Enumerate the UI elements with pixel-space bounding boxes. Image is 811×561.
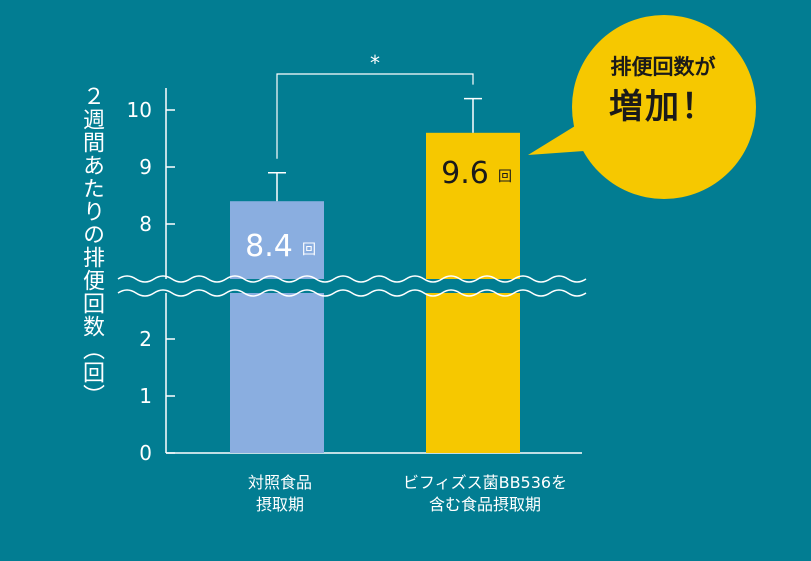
data-label-unit-0: 回 — [302, 242, 316, 258]
bar-0 — [230, 201, 324, 453]
x-category-control-line2: 摂取期 — [255, 495, 304, 514]
data-label-unit-1: 回 — [498, 169, 512, 185]
data-label-1: 9.6 — [441, 156, 489, 191]
y-tick-label: 8 — [139, 212, 152, 236]
axis-break-wave-bottom — [117, 289, 587, 297]
axis-break-band — [118, 279, 566, 293]
significance-bracket — [276, 73, 474, 159]
callout-bubble — [528, 15, 756, 199]
callout-line2: 増加！ — [609, 87, 717, 127]
x-category-bb536: ビフィズス菌BB536を 含む食品摂取期 — [355, 472, 615, 516]
x-category-control-line1: 対照食品 — [247, 473, 312, 492]
data-label-0: 8.4 — [245, 229, 293, 264]
chart-data-labels: 8.4 回 9.6 回 — [245, 156, 512, 264]
callout-line1: 排便回数が — [610, 55, 716, 79]
callout-circle — [572, 15, 756, 199]
significance-marker: * — [370, 51, 380, 75]
y-tick-label: 10 — [127, 98, 152, 122]
y-tick-label: 1 — [139, 384, 152, 408]
axis-break — [117, 275, 587, 297]
callout-text: 排便回数が 増加！ — [578, 52, 748, 132]
axis-break-wave-top — [117, 275, 587, 283]
x-category-control: 対照食品 摂取期 — [190, 472, 370, 516]
callout-pointer — [528, 118, 598, 155]
x-category-bb536-line2: 含む食品摂取期 — [428, 495, 541, 514]
x-category-bb536-line1: ビフィズス菌BB536を — [402, 473, 568, 492]
y-axis-label: ２週間あたりの排便回数（回） — [79, 85, 104, 407]
y-tick-label: 2 — [139, 327, 152, 351]
y-tick-label: 9 — [139, 155, 152, 179]
y-tick-label: 0 — [139, 441, 152, 465]
